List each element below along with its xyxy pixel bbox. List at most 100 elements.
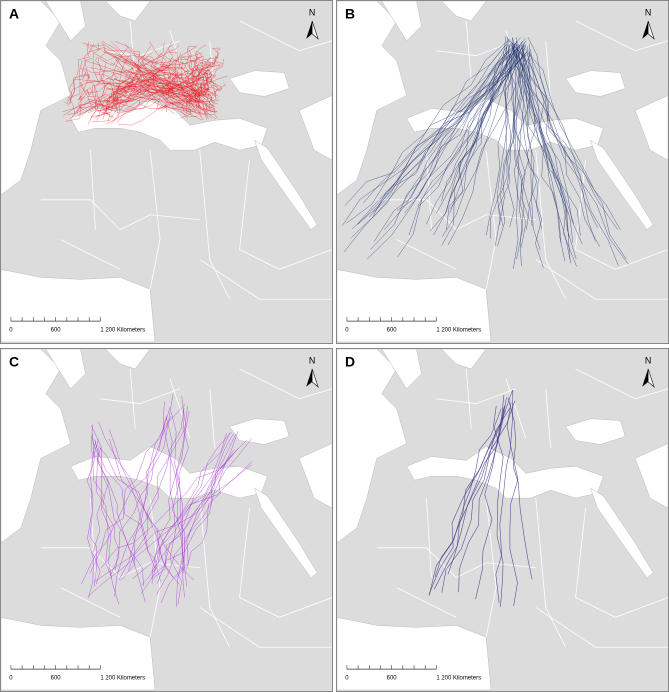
border (199, 498, 230, 648)
map-panel: C N 0 600 1 200 Kilometers (0, 348, 333, 692)
track (89, 44, 172, 64)
track (129, 56, 193, 108)
track (101, 42, 194, 106)
north-label: N (645, 7, 651, 17)
track (367, 52, 526, 260)
track (526, 43, 537, 227)
track (417, 51, 528, 207)
track (521, 46, 619, 266)
border (575, 508, 668, 618)
track (527, 37, 574, 224)
track (512, 37, 570, 238)
scale-label: 0 (345, 676, 349, 682)
track (91, 425, 146, 603)
track (511, 47, 543, 230)
track (114, 394, 174, 597)
scale-label: 1 200 Kilometers (436, 328, 481, 334)
north-arrow (311, 368, 319, 388)
track (91, 436, 112, 578)
track (86, 60, 215, 115)
track (175, 433, 234, 578)
track (373, 44, 521, 242)
border (60, 587, 121, 618)
track (384, 43, 516, 231)
track (187, 65, 200, 115)
track (95, 57, 116, 110)
track (107, 82, 152, 109)
track (90, 50, 108, 112)
sea (70, 98, 268, 151)
track (396, 52, 527, 211)
border (199, 259, 332, 300)
sea (298, 95, 332, 161)
track (495, 389, 514, 603)
track (428, 390, 513, 596)
border (396, 239, 457, 270)
scale-label: 0 (9, 676, 13, 682)
sea (406, 446, 604, 499)
border (575, 368, 668, 400)
scale-label: 600 (387, 328, 398, 334)
track (151, 411, 190, 584)
track (527, 52, 621, 230)
track (109, 429, 157, 571)
sea (565, 70, 626, 97)
border (545, 40, 552, 101)
track (128, 408, 185, 571)
sea (104, 349, 151, 370)
border (575, 160, 668, 270)
track (94, 439, 161, 582)
track (486, 48, 518, 236)
sea (381, 1, 422, 42)
border (60, 239, 121, 270)
sea (337, 617, 492, 691)
track (153, 462, 227, 579)
border (575, 20, 668, 52)
track (66, 67, 82, 116)
border (465, 20, 472, 81)
track (370, 37, 521, 250)
border (199, 150, 230, 300)
border (100, 388, 181, 405)
track (498, 51, 521, 226)
sea (440, 1, 487, 22)
track (507, 36, 530, 230)
sea (634, 95, 668, 161)
border (209, 388, 216, 449)
track (66, 49, 155, 102)
track (525, 48, 577, 260)
track (512, 41, 527, 248)
track (118, 407, 171, 581)
track (458, 407, 505, 593)
track (493, 405, 504, 607)
track (448, 53, 516, 203)
track (343, 50, 515, 253)
track (162, 401, 188, 587)
track (351, 53, 511, 238)
border (535, 150, 566, 300)
scale-label: 0 (345, 328, 349, 334)
border (239, 160, 332, 270)
border (426, 498, 432, 578)
track (63, 75, 229, 116)
track (141, 433, 227, 586)
track (508, 55, 618, 230)
track (520, 42, 541, 251)
track (167, 70, 178, 83)
track (446, 47, 514, 230)
track (85, 43, 175, 88)
track (68, 41, 90, 105)
track (105, 72, 201, 125)
sea (229, 70, 290, 97)
track (86, 434, 95, 598)
sea (590, 139, 654, 231)
north-arrow (647, 368, 655, 388)
north-arrow (642, 368, 649, 387)
north-arrow (306, 368, 313, 387)
track (116, 68, 195, 96)
sea (590, 487, 654, 579)
track (373, 44, 507, 216)
track (106, 45, 152, 104)
border (40, 199, 200, 231)
track (80, 82, 93, 106)
